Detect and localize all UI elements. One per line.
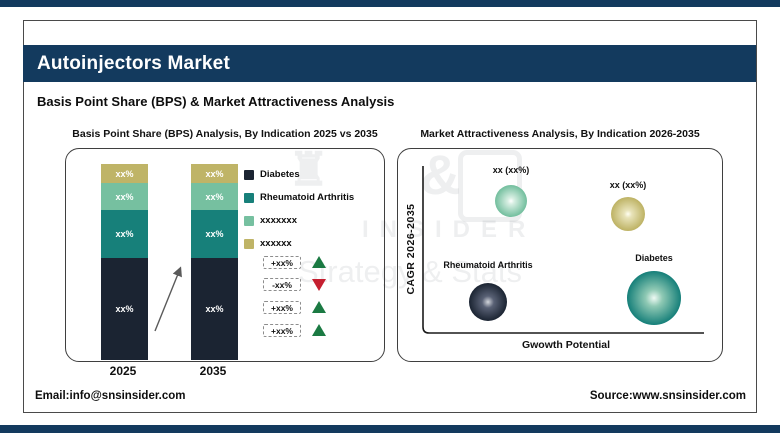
bubble-label-seafoam: xx (xx%) <box>492 165 530 175</box>
bps-chart-panel: xx% xx% xx% xx% xx% xx% xx% xx% Diabetes… <box>65 148 385 362</box>
attractiveness-chart-title: Market Attractiveness Analysis, By Indic… <box>420 128 700 140</box>
change-value-box-4: +xx% <box>263 324 301 337</box>
legend-swatch-xxxxxx <box>244 238 254 249</box>
bubble-label-rheumatoid-arthritis: Rheumatoid Arthritis <box>443 260 533 270</box>
attractiveness-chart-panel: CAGR 2026-2035 Gwowth Potential xx (xx%)… <box>397 148 723 362</box>
stacked-bar-2035: xx% xx% xx% xx% <box>191 164 238 360</box>
trend-down-icon <box>312 279 326 291</box>
bubble-rheumatoid-arthritis <box>469 283 507 321</box>
bps-legend: Diabetes Rheumatoid Arthritis xxxxxxx xx… <box>244 163 354 255</box>
legend-item-diabetes: Diabetes <box>244 163 354 186</box>
legend-swatch-diabetes <box>244 169 254 180</box>
bar-2025-segment-diabetes: xx% <box>101 258 148 360</box>
page-subtitle: Basis Point Share (BPS) & Market Attract… <box>37 94 395 109</box>
bar-2025-segment-xxxxxxx: xx% <box>101 183 148 210</box>
legend-label: Rheumatoid Arthritis <box>260 192 355 203</box>
change-value-box-1: +xx% <box>263 256 301 269</box>
bar-2025-segment-rheumatoid-arthritis: xx% <box>101 210 148 258</box>
bubble-label-khaki: xx (xx%) <box>609 180 647 190</box>
legend-label: xxxxxx <box>260 238 292 249</box>
title-banner: Autoinjectors Market <box>23 45 756 82</box>
bar-2035-segment-xxxxxxx: xx% <box>191 183 238 210</box>
y-axis-label: CAGR 2026-2035 <box>405 203 417 295</box>
bubble-label-diabetes: Diabetes <box>635 253 673 263</box>
bubble-diabetes <box>627 271 681 325</box>
bottom-accent-bar <box>0 425 780 433</box>
trend-up-icon <box>312 301 326 313</box>
change-value-box-3: +xx% <box>263 301 301 314</box>
legend-item-rheumatoid-arthritis: Rheumatoid Arthritis <box>244 186 354 209</box>
trend-up-icon <box>312 324 326 336</box>
watermark-logo-frame <box>458 150 522 222</box>
bubble-khaki <box>611 197 645 231</box>
watermark-rook-icon: ♜ <box>288 143 330 195</box>
page-title: Autoinjectors Market <box>37 52 230 74</box>
legend-swatch-xxxxxxx <box>244 215 254 226</box>
bps-chart-title: Basis Point Share (BPS) Analysis, By Ind… <box>72 128 378 140</box>
footer-source: Source:www.snsinsider.com <box>589 390 746 402</box>
bar-2035-segment-rheumatoid-arthritis: xx% <box>191 210 238 258</box>
bubble-seafoam <box>495 185 527 217</box>
bar-2035-segment-xxxxxx: xx% <box>191 164 238 183</box>
legend-label: xxxxxxx <box>260 215 297 226</box>
footer-email: Email:info@snsinsider.com <box>35 390 186 402</box>
legend-swatch-rheumatoid-arthritis <box>244 192 254 203</box>
content-card <box>23 20 757 413</box>
growth-arrow-icon <box>150 262 186 336</box>
bar-category-2025: 2025 <box>109 364 137 378</box>
bar-2025-segment-xxxxxx: xx% <box>101 164 148 183</box>
stacked-bar-2025: xx% xx% xx% xx% <box>101 164 148 360</box>
x-axis-label: Gwowth Potential <box>521 339 611 351</box>
change-value-box-2: -xx% <box>263 278 301 291</box>
legend-label: Diabetes <box>260 169 300 180</box>
axes <box>422 166 704 334</box>
watermark-insider-text: INSIDER <box>362 216 537 243</box>
bar-2035-segment-diabetes: xx% <box>191 258 238 360</box>
top-accent-bar <box>0 0 780 7</box>
trend-up-icon <box>312 256 326 268</box>
bar-category-2035: 2035 <box>199 364 227 378</box>
watermark-ampersand: & <box>420 143 461 206</box>
legend-item-xxxxxx: xxxxxx <box>244 232 354 255</box>
legend-item-xxxxxxx: xxxxxxx <box>244 209 354 232</box>
